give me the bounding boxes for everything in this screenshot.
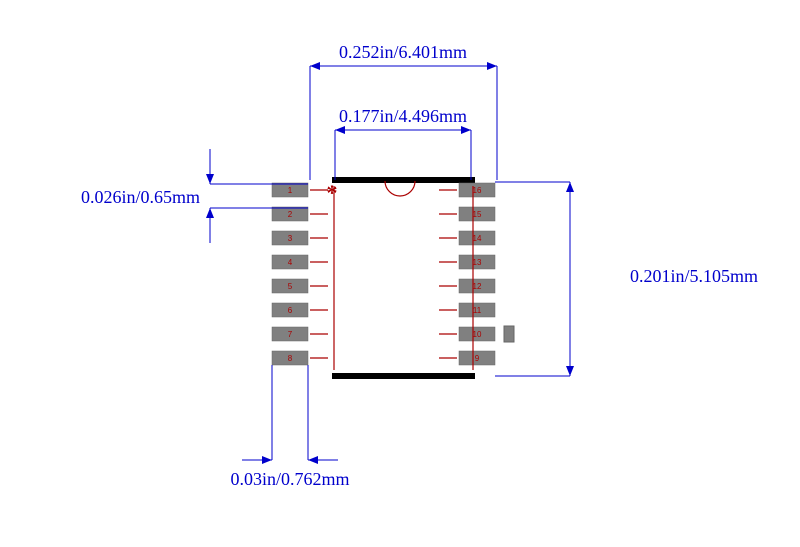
body-top <box>332 177 475 183</box>
body-bottom <box>332 373 475 379</box>
svg-text:8: 8 <box>288 354 293 363</box>
mechanical-drawing: 12345678161514131211109*0.252in/6.401mm0… <box>0 0 800 547</box>
svg-text:6: 6 <box>288 306 293 315</box>
svg-text:0.177in/4.496mm: 0.177in/4.496mm <box>339 106 467 126</box>
svg-text:2: 2 <box>288 210 293 219</box>
svg-text:5: 5 <box>288 282 293 291</box>
svg-text:0.03in/0.762mm: 0.03in/0.762mm <box>230 469 349 489</box>
svg-text:14: 14 <box>473 234 482 243</box>
svg-text:1: 1 <box>288 186 293 195</box>
fiducial-pad <box>504 326 514 342</box>
svg-text:0.252in/6.401mm: 0.252in/6.401mm <box>339 42 467 62</box>
svg-text:3: 3 <box>288 234 293 243</box>
svg-text:*: * <box>327 180 338 205</box>
svg-text:4: 4 <box>288 258 293 267</box>
svg-text:10: 10 <box>473 330 482 339</box>
svg-text:7: 7 <box>288 330 293 339</box>
svg-text:9: 9 <box>475 354 480 363</box>
svg-text:13: 13 <box>473 258 482 267</box>
svg-text:0.201in/5.105mm: 0.201in/5.105mm <box>630 266 758 286</box>
svg-text:12: 12 <box>473 282 482 291</box>
svg-text:11: 11 <box>473 306 482 315</box>
svg-text:0.026in/0.65mm: 0.026in/0.65mm <box>81 187 200 207</box>
svg-text:15: 15 <box>473 210 482 219</box>
svg-text:16: 16 <box>473 186 482 195</box>
pin1-arc <box>385 181 415 196</box>
